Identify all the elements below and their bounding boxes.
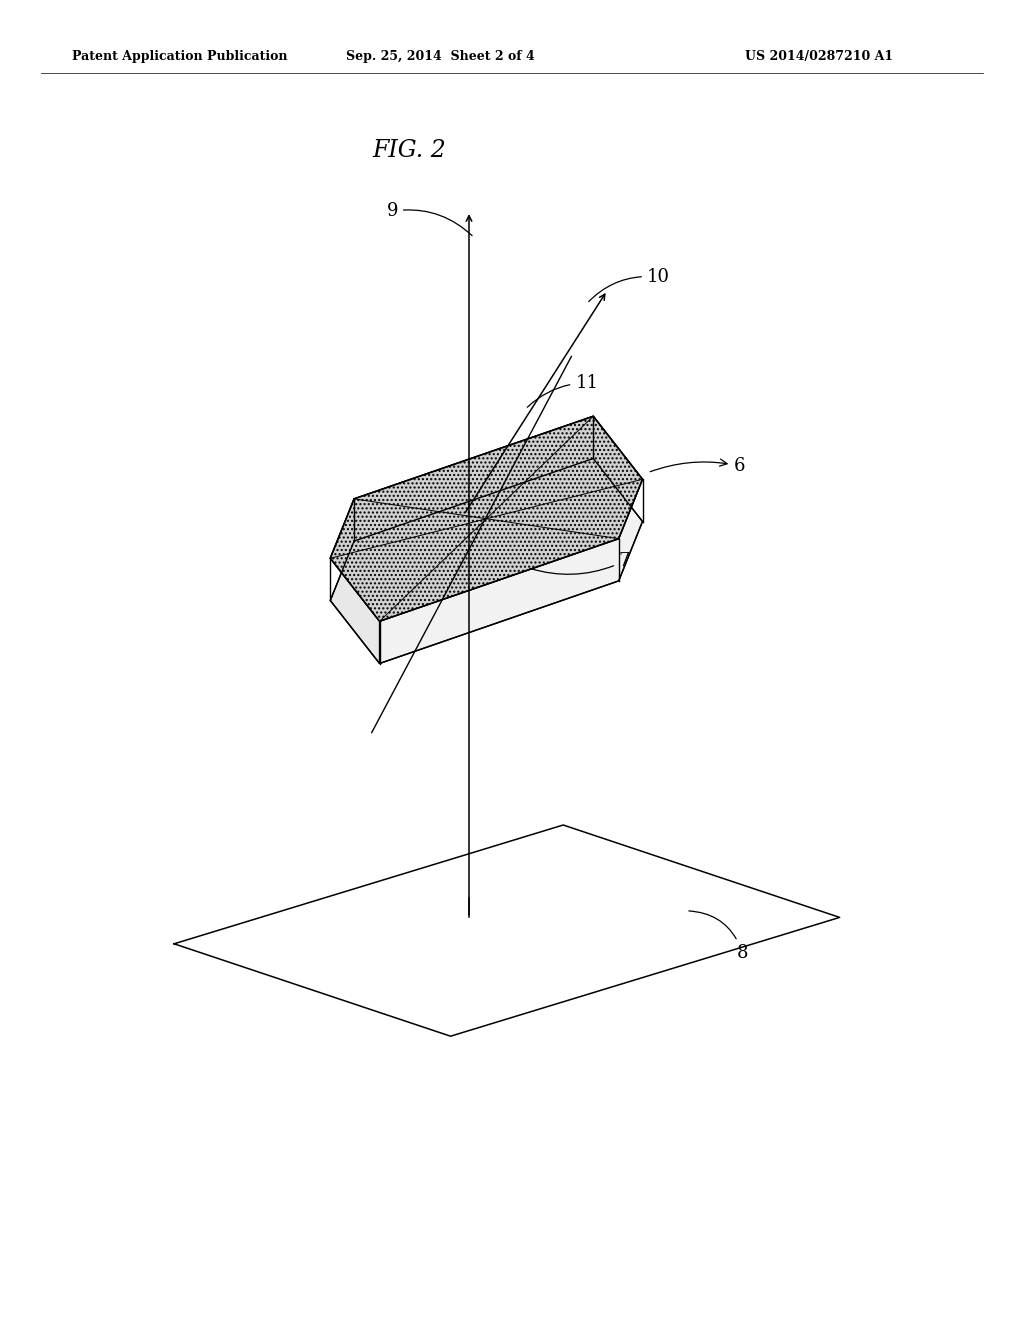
Text: Patent Application Publication: Patent Application Publication bbox=[72, 50, 287, 63]
Text: US 2014/0287210 A1: US 2014/0287210 A1 bbox=[745, 50, 893, 63]
Polygon shape bbox=[331, 416, 642, 622]
Text: 6: 6 bbox=[650, 457, 745, 475]
Text: 7: 7 bbox=[530, 552, 631, 574]
Text: FIG. 2: FIG. 2 bbox=[373, 139, 446, 161]
Text: 10: 10 bbox=[589, 268, 670, 301]
Polygon shape bbox=[354, 416, 593, 541]
Polygon shape bbox=[380, 416, 642, 664]
Text: Sep. 25, 2014  Sheet 2 of 4: Sep. 25, 2014 Sheet 2 of 4 bbox=[346, 50, 535, 63]
Text: 9: 9 bbox=[386, 202, 472, 236]
Polygon shape bbox=[331, 499, 380, 664]
Text: 11: 11 bbox=[527, 374, 598, 408]
Text: 8: 8 bbox=[689, 911, 749, 962]
